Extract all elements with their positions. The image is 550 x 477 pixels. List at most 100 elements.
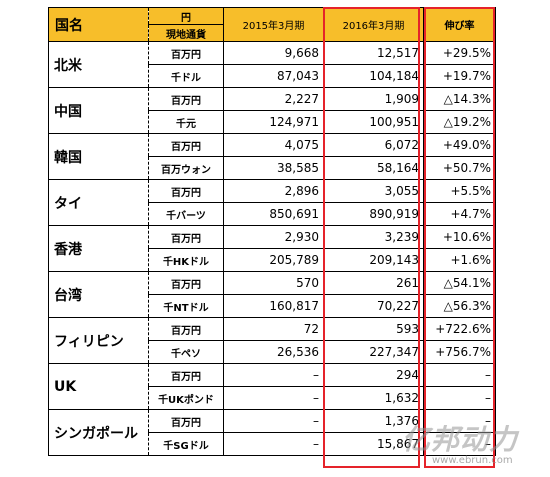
- table-row: 千バーツ 850,691 890,919 +4.7%: [49, 202, 496, 226]
- value-2015: 38,585: [223, 156, 324, 180]
- growth-rate: +50.7%: [423, 156, 496, 180]
- growth-rate: –: [423, 386, 496, 410]
- table-row: 千ペソ 26,536 227,347 +756.7%: [49, 340, 496, 364]
- value-2016: 58,164: [323, 156, 424, 180]
- growth-rate: +29.5%: [423, 41, 496, 65]
- value-2015: 72: [223, 317, 324, 341]
- watermark-url: www.ebrun.com: [432, 455, 513, 466]
- value-2016: 890,919: [323, 202, 424, 226]
- value-2015: 4,075: [223, 133, 324, 157]
- growth-rate: +19.7%: [423, 64, 496, 88]
- value-2016: 261: [323, 271, 424, 295]
- value-2016: 209,143: [323, 248, 424, 272]
- value-2015: 850,691: [223, 202, 324, 226]
- country-name: UK: [48, 363, 149, 410]
- value-2016: 6,072: [323, 133, 424, 157]
- unit-label: 千元: [148, 110, 224, 134]
- value-2015: 26,536: [223, 340, 324, 364]
- table-row: 千SGドル –15,867–: [49, 432, 496, 456]
- value-2015: –: [223, 432, 324, 456]
- growth-rate: +1.6%: [423, 248, 496, 272]
- growth-rate: –: [423, 363, 496, 387]
- unit-label: 百万円: [148, 87, 224, 111]
- header-growth-rate: 伸び率: [423, 7, 496, 42]
- growth-rate: +756.7%: [423, 340, 496, 364]
- value-2016: 227,347: [323, 340, 424, 364]
- growth-rate: +5.5%: [423, 179, 496, 203]
- growth-rate: △19.2%: [423, 110, 496, 134]
- table-row: タイ 百万円 2,896 3,055 +5.5%: [48, 179, 496, 226]
- table-row: 千UKポンド –1,632–: [49, 386, 496, 410]
- header-year-2016: 2016年3月期: [323, 7, 424, 42]
- growth-rate: +4.7%: [423, 202, 496, 226]
- table-row: 韓国 百万円 4,075 6,072 +49.0%: [48, 133, 496, 180]
- country-name: タイ: [48, 179, 149, 226]
- table-row: UK 百万円 –294–: [48, 363, 496, 410]
- value-2015: 2,930: [223, 225, 324, 249]
- table-row: 百万ウォン 38,585 58,164 +50.7%: [49, 156, 496, 180]
- value-2016: 12,517: [323, 41, 424, 65]
- unit-label: 百万円: [148, 317, 224, 341]
- growth-rate: △56.3%: [423, 294, 496, 318]
- growth-rate: +49.0%: [423, 133, 496, 157]
- table-row: シンガポール 百万円 –1,376–: [48, 409, 496, 456]
- value-2016: 593: [323, 317, 424, 341]
- growth-rate: +10.6%: [423, 225, 496, 249]
- country-name: シンガポール: [48, 409, 149, 456]
- unit-label: 百万円: [148, 133, 224, 157]
- watermark-logo: 亿邦动力: [402, 423, 519, 456]
- table-row: 中国 百万円 2,227 1,909 △14.3%: [48, 87, 496, 134]
- value-2015: 570: [223, 271, 324, 295]
- value-2015: 9,668: [223, 41, 324, 65]
- value-2015: 2,227: [223, 87, 324, 111]
- table-row: 千元 124,971 100,951 △19.2%: [49, 110, 496, 134]
- growth-rate: –: [423, 432, 496, 456]
- value-2016: 294: [323, 363, 424, 387]
- country-name: 中国: [48, 87, 149, 134]
- unit-label: 千ペソ: [148, 340, 224, 364]
- value-2016: 3,239: [323, 225, 424, 249]
- growth-rate: △14.3%: [423, 87, 496, 111]
- table-row: 千HKドル 205,789 209,143 +1.6%: [49, 248, 496, 272]
- watermark: 亿邦动力 www.ebrun.com: [402, 418, 548, 474]
- value-2015: 160,817: [223, 294, 324, 318]
- growth-rate: △54.1%: [423, 271, 496, 295]
- table-row: 北米 百万円 9,668 12,517 +29.5%: [48, 41, 496, 88]
- country-name: 北米: [48, 41, 149, 88]
- value-2016: 1,909: [323, 87, 424, 111]
- value-2016: 100,951: [323, 110, 424, 134]
- unit-label: 百万円: [148, 41, 224, 65]
- value-2016: 3,055: [323, 179, 424, 203]
- unit-label: 千SGドル: [148, 432, 224, 456]
- unit-label: 百万円: [148, 271, 224, 295]
- country-name: フィリピン: [48, 317, 149, 364]
- unit-label: 千UKポンド: [148, 386, 224, 410]
- unit-label: 百万ウォン: [148, 156, 224, 180]
- unit-label: 百万円: [148, 409, 224, 433]
- header-year-2015: 2015年3月期: [223, 7, 324, 42]
- value-2016: 104,184: [323, 64, 424, 88]
- unit-label: 千ドル: [148, 64, 224, 88]
- unit-label: 千バーツ: [148, 202, 224, 226]
- table-row: 香港 百万円 2,930 3,239 +10.6%: [48, 225, 496, 272]
- unit-label: 百万円: [148, 363, 224, 387]
- value-2016: 1,376: [323, 409, 424, 433]
- value-2015: –: [223, 409, 324, 433]
- value-2015: 2,896: [223, 179, 324, 203]
- table-row: 台湾 百万円 570 261 △54.1%: [48, 271, 496, 318]
- value-2016: 1,632: [323, 386, 424, 410]
- value-2015: 124,971: [223, 110, 324, 134]
- growth-rate: +722.6%: [423, 317, 496, 341]
- value-2015: 205,789: [223, 248, 324, 272]
- unit-label: 千HKドル: [148, 248, 224, 272]
- country-name: 台湾: [48, 271, 149, 318]
- unit-label: 千NTドル: [148, 294, 224, 318]
- table-row: フィリピン 百万円 72 593 +722.6%: [48, 317, 496, 364]
- header-country: 国名: [48, 7, 149, 42]
- unit-label: 百万円: [148, 179, 224, 203]
- unit-label: 百万円: [148, 225, 224, 249]
- value-2016: 70,227: [323, 294, 424, 318]
- country-name: 香港: [48, 225, 149, 272]
- value-2016: 15,867: [323, 432, 424, 456]
- country-name: 韓国: [48, 133, 149, 180]
